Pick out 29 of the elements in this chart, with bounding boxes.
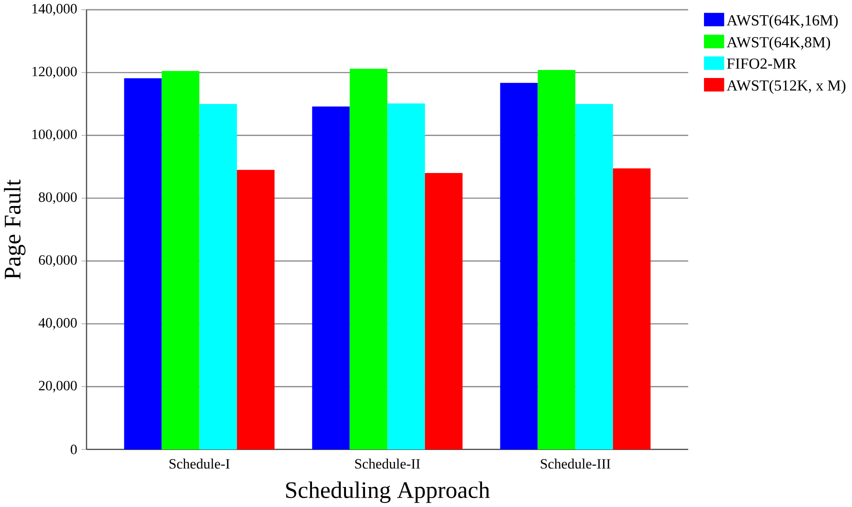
legend-label: AWST(64K,16M) (726, 14, 838, 29)
bar (538, 70, 576, 450)
x-tick-label: Schedule-I (170, 458, 230, 469)
legend-label: FIFO2-MR (726, 58, 797, 69)
y-tick-label: 120,000 (32, 66, 77, 78)
y-tick-label: 20,000 (38, 380, 77, 392)
x-tick-label: Schedule-III (540, 458, 610, 469)
y-tick-label: 0 (70, 444, 77, 454)
legend-label: AWST(64K,8M) (726, 36, 830, 51)
x-axis-title: Scheduling Approach (286, 482, 490, 504)
bar (575, 104, 613, 450)
y-tick-label: 60,000 (38, 255, 77, 267)
bar (312, 106, 350, 450)
bar (500, 82, 538, 450)
bar (236, 170, 275, 450)
bar (162, 71, 200, 450)
bar (124, 78, 162, 450)
y-axis-title: Page Fault (4, 180, 26, 280)
bar (612, 168, 651, 450)
bar (350, 68, 388, 450)
bar (199, 104, 237, 450)
y-tick-label: 80,000 (38, 192, 77, 204)
y-tick-label: 100,000 (32, 130, 77, 142)
legend-label: AWST(512K, x M) (726, 80, 846, 94)
y-tick-label: 40,000 (38, 318, 77, 330)
bar (424, 173, 463, 450)
bar (387, 103, 425, 450)
x-tick-label: Schedule-II (355, 458, 420, 469)
y-tick-label: 140,000 (32, 4, 77, 16)
